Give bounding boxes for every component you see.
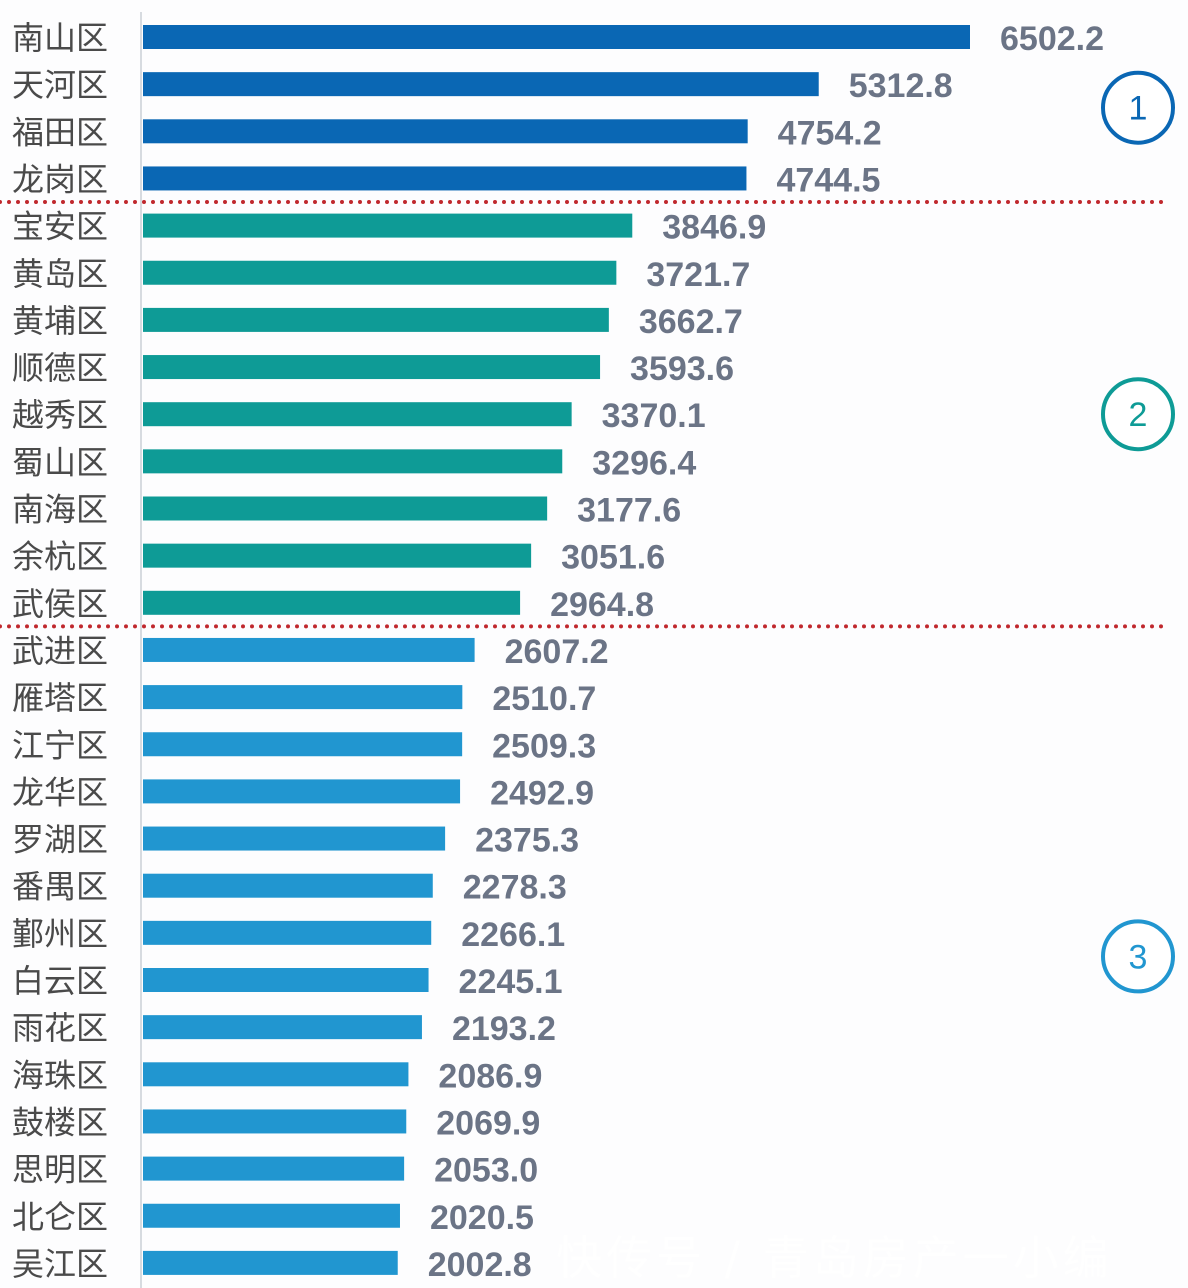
group-badge-label: 1 (1129, 90, 1148, 128)
category-label: 余杭区 (12, 538, 108, 576)
data-label: 2086.9 (438, 1057, 542, 1095)
group-badge (1101, 70, 1175, 145)
bar (143, 1062, 409, 1087)
data-label: 2607.2 (505, 633, 609, 671)
group-badge-label: 3 (1129, 938, 1148, 976)
bar (143, 543, 532, 568)
data-label: 2266.1 (461, 916, 565, 954)
category-label: 顺德区 (12, 349, 108, 387)
data-label: 4744.5 (776, 161, 880, 199)
category-label: 蜀山区 (12, 443, 108, 481)
category-label: 天河区 (12, 66, 108, 104)
bar (143, 213, 633, 238)
category-label: 吴江区 (12, 1245, 108, 1283)
data-label: 2492.9 (490, 774, 594, 812)
bar (143, 873, 433, 898)
data-label: 2002.8 (428, 1246, 532, 1284)
data-label: 2193.2 (452, 1010, 556, 1048)
group-badge (1101, 919, 1175, 994)
bar (143, 1109, 407, 1134)
bar (143, 260, 617, 285)
category-label: 武侯区 (12, 585, 108, 623)
data-label: 3846.9 (662, 209, 766, 247)
category-label: 雨花区 (12, 1009, 108, 1047)
bar (143, 1015, 422, 1040)
category-label: 龙华区 (12, 773, 108, 811)
data-label: 3721.7 (646, 256, 750, 294)
bar (143, 119, 748, 144)
data-label: 2053.0 (434, 1152, 538, 1190)
bar (143, 25, 970, 49)
bar (143, 72, 819, 97)
data-label: 3593.6 (630, 350, 734, 388)
data-label: 2278.3 (463, 869, 567, 907)
bar (143, 166, 747, 191)
category-label: 鄞州区 (12, 915, 108, 953)
category-label: 白云区 (12, 962, 108, 1000)
bar (143, 685, 463, 710)
category-label: 黄埔区 (12, 302, 108, 340)
bar (143, 920, 432, 945)
bar (143, 449, 563, 474)
group-badge-label: 2 (1129, 396, 1148, 434)
data-label: 2964.8 (550, 586, 654, 624)
category-label: 江宁区 (12, 726, 108, 764)
data-label: 2510.7 (492, 680, 596, 718)
category-label: 鼓楼区 (12, 1103, 108, 1141)
bar (143, 402, 572, 427)
category-label: 福田区 (12, 113, 108, 151)
category-label: 思明区 (12, 1151, 108, 1189)
bar (143, 496, 548, 521)
data-label: 3662.7 (639, 303, 743, 341)
bar (143, 779, 461, 804)
bar (143, 826, 446, 851)
data-label: 3370.1 (602, 397, 706, 435)
data-label: 6502.2 (1000, 20, 1104, 58)
category-label: 武进区 (12, 632, 108, 670)
data-label: 2020.5 (430, 1199, 534, 1237)
bar (143, 1156, 405, 1181)
category-label: 北仑区 (12, 1198, 108, 1236)
group-badge (1101, 377, 1175, 452)
bar (143, 1203, 400, 1228)
data-label: 3177.6 (577, 492, 681, 530)
watermark: 快传号 / 青岛房产一小编 (556, 1231, 1113, 1285)
bar (143, 355, 601, 380)
bar (143, 637, 475, 662)
bar (143, 590, 521, 615)
category-label: 雁塔区 (12, 679, 108, 717)
bar (143, 968, 429, 992)
data-label: 3296.4 (592, 444, 696, 482)
category-label: 南海区 (12, 491, 108, 529)
bar (143, 307, 609, 332)
category-label: 宝安区 (12, 208, 108, 246)
category-label: 越秀区 (12, 396, 108, 434)
data-label: 2375.3 (475, 822, 579, 860)
category-label: 黄岛区 (12, 255, 108, 293)
bar (143, 1250, 398, 1275)
data-label: 5312.8 (849, 67, 953, 105)
category-label: 海珠区 (12, 1056, 108, 1094)
category-label: 南山区 (12, 19, 108, 57)
category-label: 龙岗区 (12, 160, 108, 198)
data-label: 3051.6 (561, 539, 665, 577)
data-label: 2245.1 (459, 963, 563, 1001)
category-label: 番禺区 (12, 868, 108, 906)
bar (143, 732, 463, 757)
data-label: 2509.3 (492, 727, 596, 765)
category-label: 罗湖区 (12, 821, 108, 859)
data-label: 2069.9 (436, 1104, 540, 1142)
data-label: 4754.2 (778, 114, 882, 152)
